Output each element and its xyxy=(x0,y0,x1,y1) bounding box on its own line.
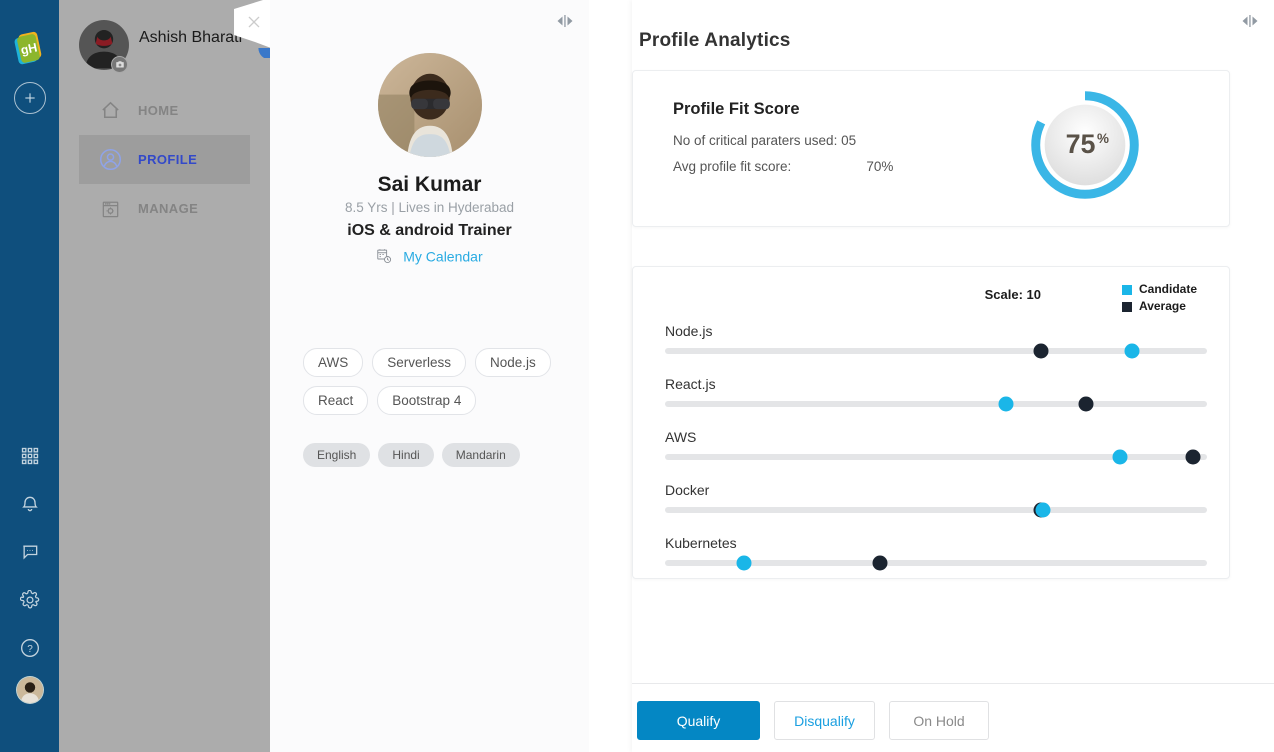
svg-text:%: % xyxy=(1097,131,1109,146)
svg-text:?: ? xyxy=(27,644,33,655)
svg-text:75: 75 xyxy=(1066,129,1096,159)
